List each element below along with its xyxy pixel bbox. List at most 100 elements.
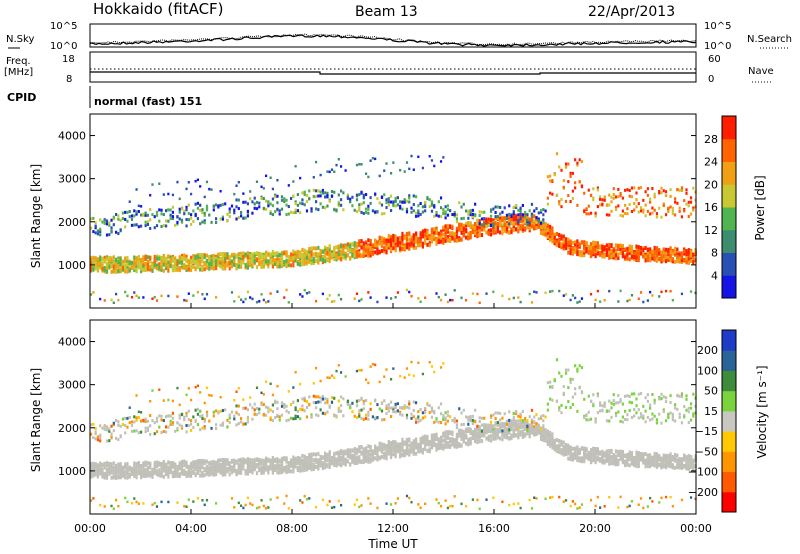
power-cell <box>271 213 274 217</box>
velocity-cell <box>199 468 202 473</box>
velocity-cell <box>171 399 175 403</box>
power-cell <box>585 212 588 216</box>
power-cell <box>546 175 549 179</box>
power-cell <box>430 239 434 244</box>
velocity-cell <box>219 463 222 468</box>
velocity-cell <box>146 468 150 473</box>
power-cell <box>553 232 556 237</box>
power-cell <box>471 212 474 216</box>
power-cell <box>571 294 574 297</box>
power-cell <box>119 257 122 262</box>
power-cell <box>401 240 404 245</box>
velocity-cell <box>405 405 409 409</box>
power-cell <box>669 249 672 254</box>
power-cell <box>401 207 404 211</box>
power-cell <box>605 243 609 248</box>
velocity-cell <box>378 441 381 446</box>
velocity-cell <box>117 462 120 467</box>
power-ylabel: Slant Range [km] <box>29 164 43 268</box>
power-cell <box>178 268 181 273</box>
power-cell <box>544 225 547 230</box>
power-cell <box>410 238 413 243</box>
power-cell <box>405 231 409 236</box>
velocity-cell <box>276 400 279 404</box>
power-cell <box>451 225 454 230</box>
power-cell <box>494 229 497 234</box>
power-cell <box>230 259 234 264</box>
velocity-cell <box>439 445 443 450</box>
power-cell <box>685 260 688 265</box>
velocity-cell <box>244 503 247 507</box>
power-cell <box>337 252 340 257</box>
velocity-cell <box>324 465 327 470</box>
power-cell <box>305 253 309 258</box>
power-cell <box>217 205 220 209</box>
power-cell <box>167 219 170 223</box>
power-cell <box>333 208 336 212</box>
power-cell <box>167 268 170 273</box>
power-cell <box>187 181 190 184</box>
velocity-cell <box>342 455 345 460</box>
velocity-cell <box>401 437 404 442</box>
velocity-cell <box>171 411 175 415</box>
power-cell <box>419 242 422 247</box>
power-cell <box>246 257 250 262</box>
velocity-cell <box>262 460 265 465</box>
velocity-cell <box>396 497 399 500</box>
power-cell <box>671 249 674 254</box>
power-cell <box>187 218 190 222</box>
power-cell <box>614 205 618 209</box>
power-cell <box>183 298 186 302</box>
power-cell <box>437 214 440 218</box>
power-cell <box>444 293 447 296</box>
velocity-cell <box>224 460 227 465</box>
power-cell <box>424 241 427 246</box>
power-cell <box>430 203 434 207</box>
power-cell <box>124 266 127 271</box>
power-cell <box>433 234 436 239</box>
power-cell <box>508 297 511 301</box>
power-cell <box>483 227 486 232</box>
power-cell <box>605 203 609 207</box>
power-cell <box>567 180 570 184</box>
power-cell <box>630 210 634 214</box>
power-cell <box>439 215 443 219</box>
power-cell <box>289 257 293 262</box>
power-cell <box>485 221 488 226</box>
power-cell <box>133 265 136 270</box>
power-cell <box>549 191 552 195</box>
velocity-cell <box>174 462 177 467</box>
velocity-cell <box>146 472 150 477</box>
velocity-cell <box>385 444 388 449</box>
velocity-cell <box>439 504 443 508</box>
power-cell <box>562 179 565 183</box>
velocity-cell <box>153 501 156 505</box>
power-cell <box>196 290 200 294</box>
velocity-cell <box>194 472 197 477</box>
power-cell <box>671 259 674 264</box>
power-cell <box>576 248 579 253</box>
power-cell <box>146 260 150 265</box>
velocity-cell <box>369 444 372 449</box>
power-cell <box>614 253 618 258</box>
power-cell <box>187 267 190 272</box>
power-cell <box>439 229 443 234</box>
power-cell <box>380 203 384 207</box>
power-cell <box>274 193 277 197</box>
velocity-cell <box>192 461 195 466</box>
power-cell <box>405 288 409 292</box>
power-cell <box>435 231 438 236</box>
power-cell <box>571 250 574 255</box>
power-cell <box>151 262 154 267</box>
velocity-cell <box>349 449 352 454</box>
power-cell <box>114 264 118 269</box>
velocity-cell <box>362 402 365 406</box>
power-cell <box>453 235 456 240</box>
velocity-cell <box>321 397 324 401</box>
power-cell <box>444 210 447 214</box>
nsky-label: N.Sky <box>6 34 34 45</box>
power-cell <box>494 221 497 226</box>
power-cell <box>174 267 177 272</box>
velocity-cell <box>196 467 200 472</box>
power-cell <box>151 266 154 271</box>
